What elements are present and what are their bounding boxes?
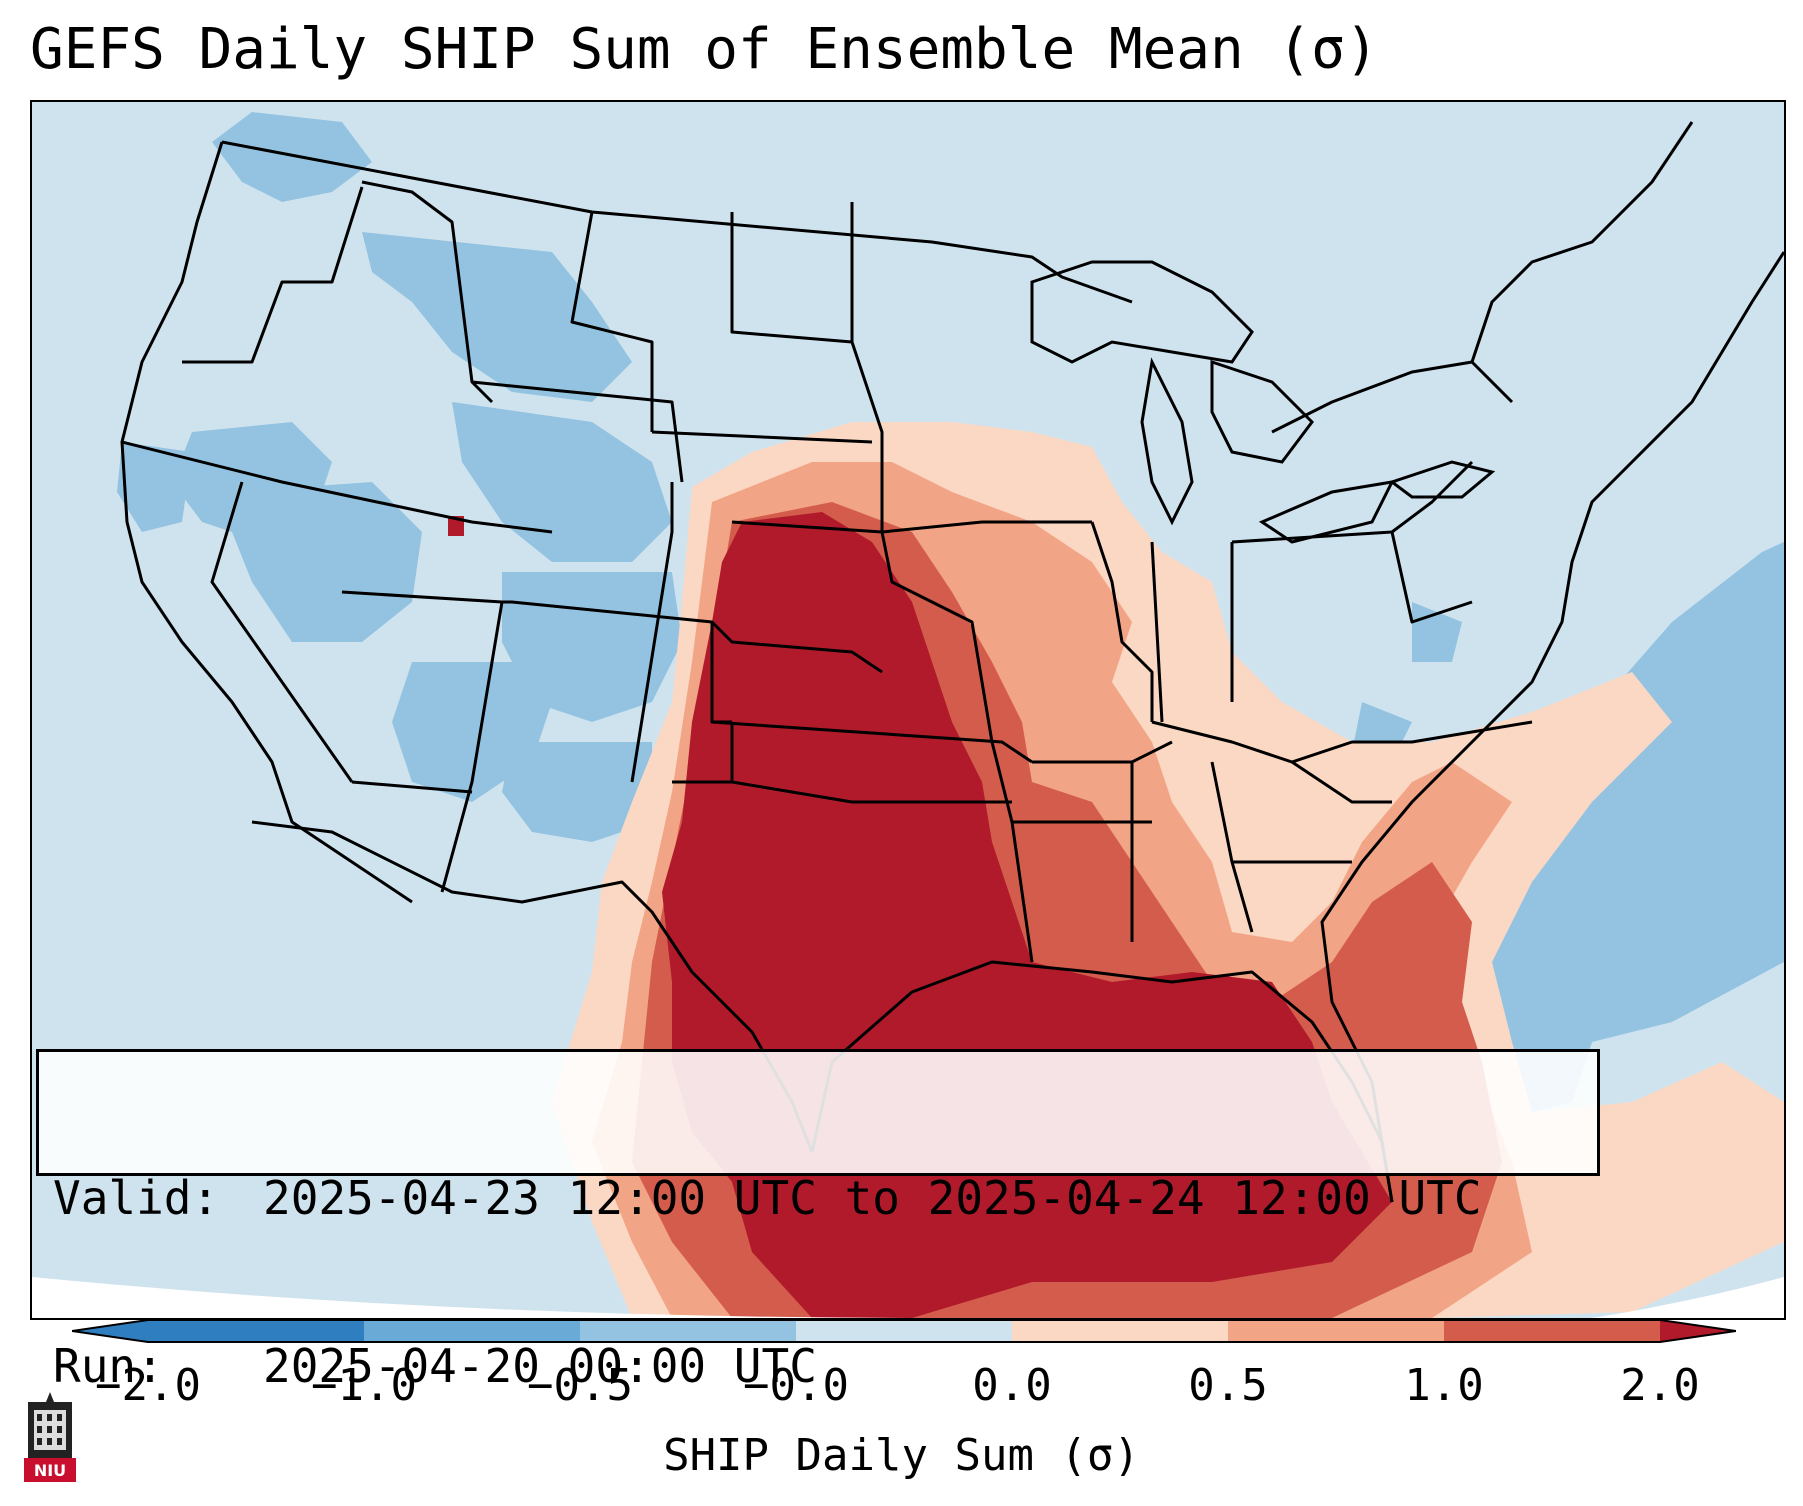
- colorbar-extend-high: [1660, 1320, 1736, 1342]
- colorbar-segment: [148, 1320, 364, 1342]
- colorbar-segment: [1228, 1320, 1444, 1342]
- great-lakes: [1030, 260, 1496, 544]
- validity-info-box: Valid: 2025-04-23 12:00 UTC to 2025-04-24…: [36, 1049, 1600, 1393]
- colorbar-tick: −1.0: [311, 1360, 417, 1411]
- valid-label: Valid:: [53, 1171, 220, 1225]
- colorbar-segment: [1444, 1320, 1660, 1342]
- projection-edge-left: [32, 1277, 932, 1318]
- colorbar-label: SHIP Daily Sum (σ): [663, 1430, 1140, 1481]
- logo-text: NIU: [34, 1461, 66, 1480]
- colorbar-tick: −0.5: [527, 1360, 633, 1411]
- map-title: GEFS Daily SHIP Sum of Ensemble Mean (σ): [30, 17, 1379, 82]
- colorbar-tick: 2.0: [1620, 1360, 1700, 1411]
- colorbar-segment: [796, 1320, 1012, 1342]
- colorbar-tick: 1.0: [1404, 1360, 1484, 1411]
- colorbar-segment: [1012, 1320, 1228, 1342]
- run-value: 2025-04-20 00:00 UTC: [263, 1339, 817, 1393]
- atlantic-negative-anomaly: [1462, 542, 1784, 1122]
- colorbar: [72, 1319, 1736, 1343]
- colorbar-ticks: −2.0 −1.0 −0.5 −0.0 0.0 0.5 1.0 2.0: [0, 1360, 1803, 1420]
- negative-anomaly-patches: [117, 112, 1552, 1242]
- niu-tower-logo-icon: NIU: [24, 1392, 76, 1482]
- colorbar-tick: 0.5: [1188, 1360, 1268, 1411]
- projection-edge-right: [1592, 1277, 1784, 1318]
- colorbar-extend-low: [72, 1320, 148, 1342]
- colorbar-tick: −2.0: [95, 1360, 201, 1411]
- colorbar-segment: [580, 1320, 796, 1342]
- colorbar-segment: [364, 1320, 580, 1342]
- valid-value: 2025-04-23 12:00 UTC to 2025-04-24 12:00…: [263, 1171, 1482, 1225]
- colorbar-tick: 0.0: [972, 1360, 1052, 1411]
- colorbar-tick: −0.0: [743, 1360, 849, 1411]
- run-label: Run:: [53, 1339, 164, 1393]
